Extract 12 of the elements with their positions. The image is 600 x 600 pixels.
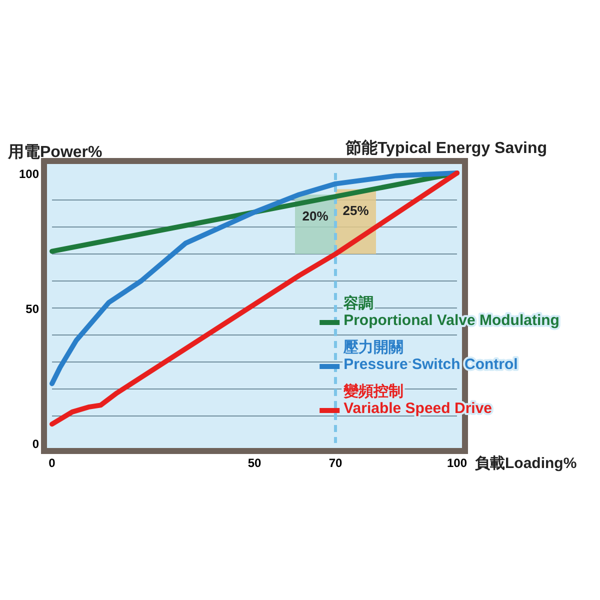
- annotation: 25%: [342, 203, 370, 218]
- x-tick-label: 100: [446, 456, 468, 470]
- chart-title: 節能Typical Energy Saving: [344, 139, 547, 157]
- y-tick-label: 100: [18, 167, 40, 181]
- y-axis-title: 用電Power%: [7, 143, 102, 161]
- x-tick-label: 50: [248, 456, 262, 470]
- x-tick-label: 70: [328, 456, 342, 470]
- y-tick-label: 50: [26, 302, 40, 316]
- annotation: 20%: [302, 208, 329, 224]
- y-tick-label: 0: [32, 437, 40, 451]
- x-axis-title: 負載Loading%: [475, 455, 577, 472]
- x-tick-label: 0: [48, 456, 56, 470]
